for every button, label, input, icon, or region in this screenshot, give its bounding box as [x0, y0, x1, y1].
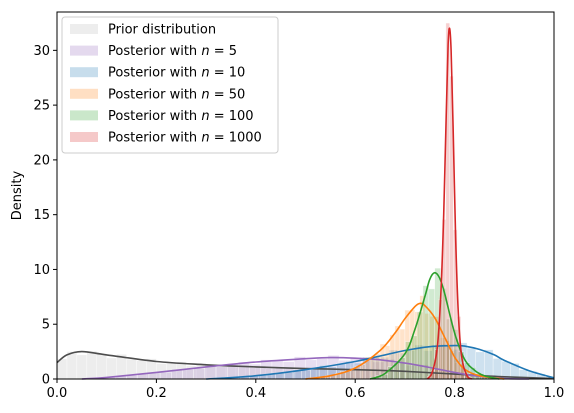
y-axis-label: Density	[10, 170, 25, 220]
legend-label: Posterior with n = 10	[108, 66, 245, 81]
legend-label: Prior distribution	[108, 23, 216, 38]
legend-swatch	[70, 88, 98, 99]
histogram-bar	[76, 354, 88, 380]
legend-box	[61, 16, 279, 154]
y-tick-label: 15	[33, 208, 50, 223]
histogram-bar	[399, 357, 406, 380]
x-tick-label: 0.0	[47, 386, 68, 401]
histogram-bar	[301, 369, 311, 380]
legend-label: Posterior with n = 5	[108, 44, 237, 59]
histogram-bar	[369, 356, 376, 380]
density-curve-posterior-3	[305, 302, 505, 380]
y-tick-label: 5	[42, 318, 50, 333]
histogram-bar	[96, 353, 107, 380]
x-tick-label: 1.0	[544, 386, 565, 401]
histogram-bar	[182, 369, 194, 380]
density-curve-posterior-5	[426, 27, 473, 380]
x-tick-label: 0.8	[444, 386, 465, 401]
density-curves	[56, 27, 555, 380]
histogram-bar	[86, 350, 98, 380]
y-tick-label: 20	[33, 153, 50, 168]
legend-swatch	[70, 110, 98, 121]
density-curve-prior	[56, 350, 555, 380]
legend-label: Posterior with n = 1000	[108, 131, 262, 146]
legend-swatch	[70, 24, 98, 34]
y-axis-ticks: 0 5 10 15 20 25 30	[33, 44, 57, 388]
x-axis-ticks: 0.0 0.2 0.4 0.6 0.8 1.0	[47, 379, 565, 401]
plot-frame	[56, 11, 555, 380]
y-tick-label: 10	[33, 263, 50, 278]
density-curve-posterior-2	[206, 344, 555, 380]
density-curve-posterior-4	[369, 271, 500, 380]
x-tick-label: 0.4	[245, 386, 266, 401]
histogram-bar	[284, 372, 294, 380]
legend-label: Posterior with n = 100	[108, 109, 254, 124]
histogram-bar	[159, 371, 172, 380]
legend-swatch	[70, 67, 98, 78]
histogram-bar	[359, 364, 366, 380]
legend-swatch	[70, 45, 98, 56]
histogram-bar	[66, 351, 78, 380]
legend-swatch	[70, 132, 98, 142]
density-curve-posterior-1	[81, 356, 530, 380]
legend-label: Posterior with n = 50	[108, 87, 245, 102]
y-tick-label: 0	[42, 373, 50, 388]
y-tick-label: 30	[33, 44, 50, 59]
legend: Prior distribution Posterior with n = 5 Po…	[61, 16, 279, 154]
x-tick-label: 0.6	[345, 386, 366, 401]
y-tick-label: 25	[33, 99, 50, 114]
histogram-bar	[345, 371, 351, 380]
histogram-bar	[193, 368, 206, 380]
x-tick-label: 0.2	[146, 386, 167, 401]
